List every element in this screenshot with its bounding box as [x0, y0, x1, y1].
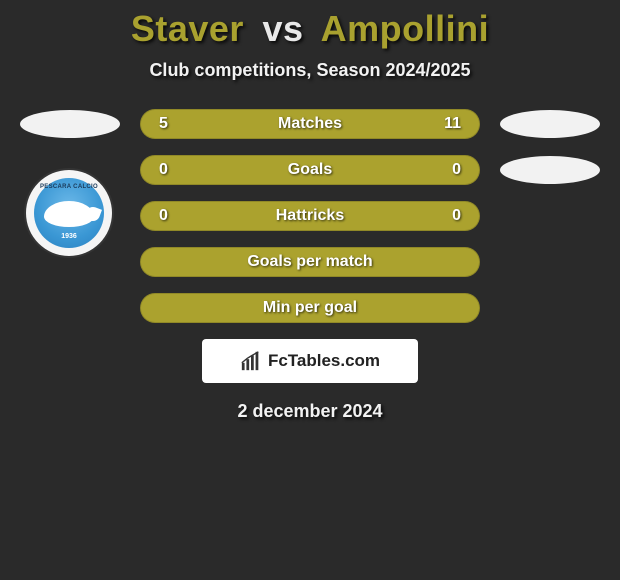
club-badge-inner: PESCARA CALCIO 1936 — [34, 178, 104, 248]
stat-bar: Min per goal — [140, 293, 480, 323]
chart-icon — [240, 350, 262, 372]
stat-row: Min per goal — [0, 293, 620, 323]
stat-left-value: 0 — [159, 207, 177, 225]
stat-label: Matches — [177, 115, 443, 133]
player2-name: Ampollini — [321, 8, 490, 49]
right-slot — [500, 155, 600, 185]
stat-bar: 0Goals0 — [140, 155, 480, 185]
left-slot — [20, 293, 120, 323]
stat-label: Goals — [177, 161, 443, 179]
stat-left-value: 5 — [159, 115, 177, 133]
date-label: 2 december 2024 — [0, 401, 620, 422]
right-slot — [500, 201, 600, 231]
subtitle: Club competitions, Season 2024/2025 — [0, 60, 620, 81]
stat-label: Min per goal — [177, 299, 443, 317]
stat-right-value: 0 — [443, 161, 461, 179]
comparison-card: Staver vs Ampollini Club competitions, S… — [0, 0, 620, 422]
stat-bar: 0Hattricks0 — [140, 201, 480, 231]
stat-left-value: 0 — [159, 161, 177, 179]
player2-oval — [500, 156, 600, 184]
brand-label: FcTables.com — [268, 351, 380, 371]
stat-row: Goals per match — [0, 247, 620, 277]
stat-row: 5Matches11 — [0, 109, 620, 139]
right-slot — [500, 109, 600, 139]
stat-bar: Goals per match — [140, 247, 480, 277]
club-badge-text: PESCARA CALCIO — [40, 184, 98, 190]
stat-right-value: 0 — [443, 207, 461, 225]
club-badge-year: 1936 — [61, 233, 77, 240]
player1-oval — [20, 110, 120, 138]
stat-label: Goals per match — [177, 253, 443, 271]
dolphin-icon — [44, 201, 94, 227]
left-slot — [20, 109, 120, 139]
attribution-box: FcTables.com — [202, 339, 418, 383]
stat-label: Hattricks — [177, 207, 443, 225]
stat-right-value: 11 — [443, 115, 461, 133]
vs-label: vs — [262, 8, 303, 49]
player2-oval — [500, 110, 600, 138]
stat-bar: 5Matches11 — [140, 109, 480, 139]
player1-name: Staver — [131, 8, 244, 49]
right-slot — [500, 293, 600, 323]
page-title: Staver vs Ampollini — [0, 8, 620, 50]
right-slot — [500, 247, 600, 277]
club-badge: PESCARA CALCIO 1936 — [26, 170, 112, 256]
